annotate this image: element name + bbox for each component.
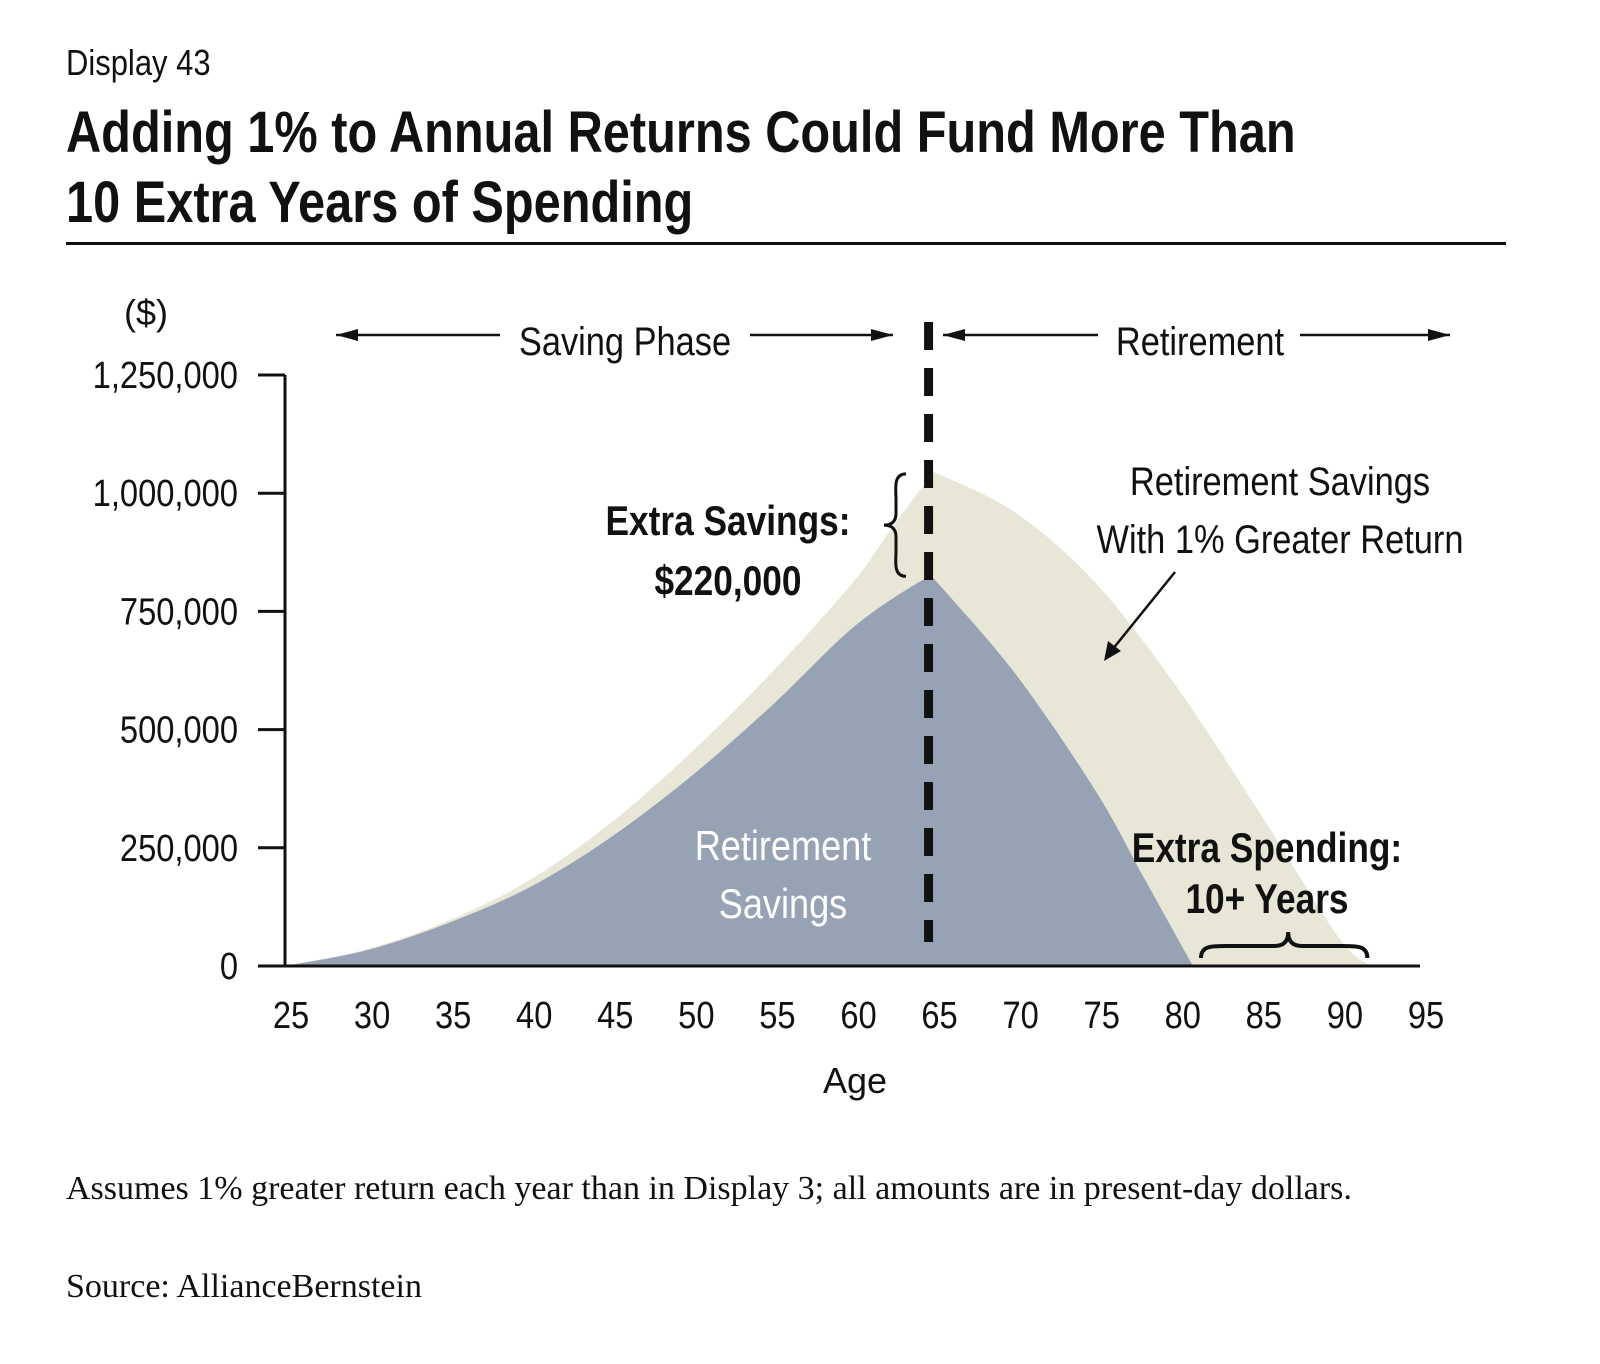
extra-savings-label: Extra Savings: (606, 498, 851, 545)
x-axis-label: Age (823, 1060, 887, 1101)
extra-spending-label: Extra Spending: (1132, 825, 1402, 872)
area-retirement-savings (285, 577, 1193, 966)
retirement-arrow-right-head (1428, 329, 1450, 341)
greater-return-pointer-arrow (1104, 571, 1176, 661)
axes: 0 250,000 500,000 750,000 1,000,000 1,250,000… (93, 354, 1444, 1037)
x-tick-label: 55 (759, 994, 795, 1037)
extra-spending-brace (1199, 931, 1370, 959)
pointer-head (1104, 641, 1121, 661)
y-axis-label: ($) (124, 292, 168, 333)
x-tick-label: 50 (678, 994, 714, 1037)
x-tick-label: 70 (1002, 994, 1038, 1037)
greater-return-label-line-1: Retirement Savings (1130, 459, 1430, 504)
x-tick-label: 35 (435, 994, 471, 1037)
title-rule (66, 242, 1506, 245)
y-tick-label: 750,000 (120, 590, 238, 633)
greater-return-label-line-2: With 1% Greater Return (1097, 517, 1464, 562)
area-layer (285, 471, 1372, 966)
phase-arrows (336, 329, 1450, 341)
extra-spending-value: 10+ Years (1185, 876, 1348, 923)
display-number: Display 43 (66, 42, 211, 83)
x-tick-label: 85 (1246, 994, 1282, 1037)
x-tick-label: 75 (1084, 994, 1120, 1037)
x-tick-label: 45 (597, 994, 633, 1037)
base-savings-label-line-1: Retirement (695, 824, 872, 870)
x-tick-label: 80 (1165, 994, 1201, 1037)
x-tick-label: 65 (921, 994, 957, 1037)
area-chart: 0 250,000 500,000 750,000 1,000,000 1,250,000… (93, 292, 1464, 1101)
saving-arrow-left-head (336, 329, 358, 341)
chart-title-line-1: Adding 1% to Annual Returns Could Fund M… (66, 100, 1296, 165)
x-tick-label: 90 (1327, 994, 1363, 1037)
saving-arrow-right-head (871, 329, 893, 341)
extra-savings-brace (883, 472, 907, 578)
retirement-arrow-left-head (943, 329, 965, 341)
y-tick-label: 1,000,000 (93, 472, 238, 515)
x-tick-label: 40 (516, 994, 552, 1037)
y-tick-label: 500,000 (120, 708, 238, 751)
x-tick-label: 95 (1408, 994, 1444, 1037)
x-tick-label: 30 (354, 994, 390, 1037)
x-tick-label: 60 (840, 994, 876, 1037)
y-tick-label: 1,250,000 (93, 354, 238, 397)
phase-label-saving: Saving Phase (519, 319, 731, 364)
x-tick-label: 25 (273, 994, 309, 1037)
footnote: Assumes 1% greater return each year than… (66, 1170, 1352, 1207)
pointer-shaft (1111, 571, 1176, 651)
y-tick-label: 0 (220, 945, 238, 988)
source-note: Source: AllianceBernstein (66, 1268, 422, 1305)
phase-label-retirement: Retirement (1116, 319, 1285, 364)
y-tick-label: 250,000 (120, 826, 238, 869)
chart-title-line-2: 10 Extra Years of Spending (66, 170, 694, 235)
extra-savings-value: $220,000 (654, 558, 801, 605)
y-axis-label-group: ($) (124, 292, 168, 333)
base-savings-label-line-2: Savings (719, 882, 847, 928)
chart-title: Adding 1% to Annual Returns Could Fund M… (66, 98, 1296, 238)
